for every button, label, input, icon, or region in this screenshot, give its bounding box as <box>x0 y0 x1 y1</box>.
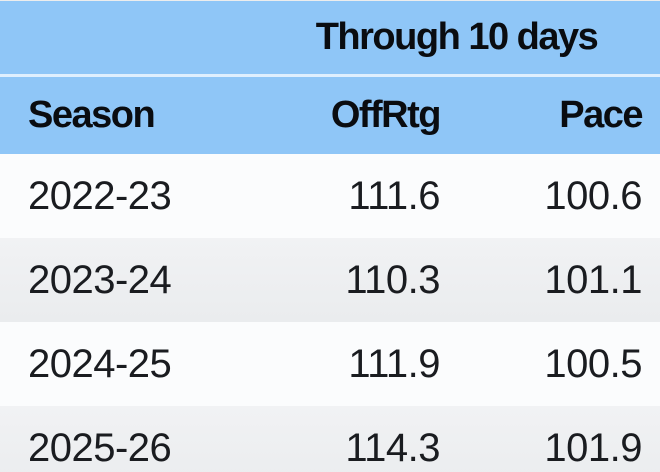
season-cell: 2024-25 <box>0 322 253 406</box>
season-cell: 2022-23 <box>0 154 253 238</box>
offrtg-cell: 111.9 <box>253 322 443 406</box>
offrtg-cell: 111.6 <box>253 154 443 238</box>
table-row: 2022-23 111.6 100.6 <box>0 154 660 238</box>
column-header-pace: Pace <box>443 77 660 154</box>
table-title-row: Through 10 days <box>0 1 660 77</box>
column-header-offrtg: OffRtg <box>253 77 443 154</box>
pace-cell: 101.1 <box>443 238 660 322</box>
pace-cell: 100.6 <box>443 154 660 238</box>
offrtg-cell: 114.3 <box>253 406 443 472</box>
table-row: 2024-25 111.9 100.5 <box>0 322 660 406</box>
season-cell: 2025-26 <box>0 406 253 472</box>
season-cell: 2023-24 <box>0 238 253 322</box>
offrtg-cell: 110.3 <box>253 238 443 322</box>
title-row-spacer <box>0 1 253 77</box>
table-row: 2023-24 110.3 101.1 <box>0 238 660 322</box>
column-header-row: Season OffRtg Pace <box>0 77 660 154</box>
column-header-season: Season <box>0 77 253 154</box>
table-title: Through 10 days <box>253 1 660 77</box>
pace-cell: 101.9 <box>443 406 660 472</box>
pace-cell: 100.5 <box>443 322 660 406</box>
table-row: 2025-26 114.3 101.9 <box>0 406 660 472</box>
